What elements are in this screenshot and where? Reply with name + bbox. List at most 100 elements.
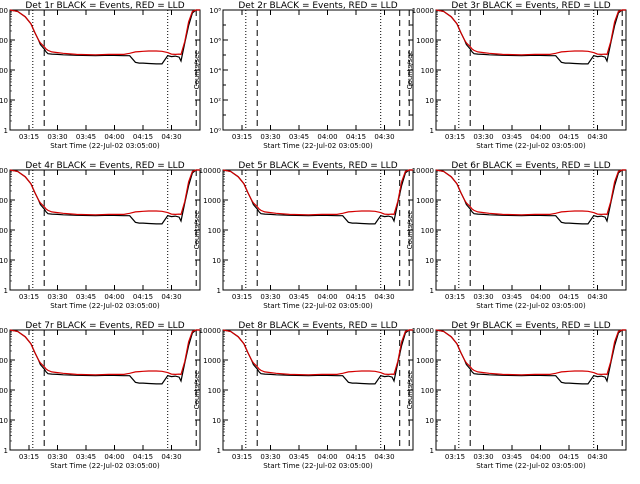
x-tick-label: 03:15	[445, 133, 465, 141]
y-tick-label: 100	[0, 67, 8, 75]
x-tick-label: 04:15	[346, 133, 366, 141]
plot-frame	[435, 169, 627, 291]
series-lld	[9, 329, 200, 376]
x-axis-label: Start Time (22-Jul-02 03:05:00)	[50, 302, 160, 310]
y-tick-label: 1	[430, 127, 434, 135]
y-tick-label: 1	[4, 287, 8, 295]
x-tick-label: 04:00	[104, 133, 124, 141]
x-tick-label: 04:15	[559, 133, 579, 141]
y-tick-label: 1000	[416, 37, 434, 45]
y-tick-label: 10000	[0, 7, 8, 15]
panel-title: Det 4r BLACK = Events, RED = LLD	[25, 161, 184, 171]
y-tick-label: 100	[421, 67, 434, 75]
x-tick-label: 03:30	[473, 293, 493, 301]
x-tick-label: 04:30	[161, 453, 181, 461]
y-tick-label: 1	[4, 127, 8, 135]
panel-title: Det 1r BLACK = Events, RED = LLD	[25, 1, 184, 11]
plot-frame	[222, 169, 414, 291]
plot-frame	[9, 9, 201, 131]
series-events	[222, 329, 413, 385]
x-axis-label: Start Time (22-Jul-02 03:05:00)	[263, 142, 373, 150]
y-tick-label: 100	[421, 387, 434, 395]
x-tick-label: 03:15	[445, 293, 465, 301]
y-tick-label: 1	[430, 287, 434, 295]
y-axis-label: Counts/sec	[406, 371, 414, 410]
panel-det-1: Det 1r BLACK = Events, RED = LLD 1 10 100 10…	[0, 1, 201, 150]
y-tick-label: 10⁸	[209, 7, 221, 15]
panel-title: Det 8r BLACK = Events, RED = LLD	[238, 321, 397, 331]
x-tick-label: 04:00	[317, 293, 337, 301]
y-tick-label: 1	[430, 447, 434, 455]
plot-frame	[435, 9, 627, 131]
panel-det-4: Det 4r BLACK = Events, RED = LLD 1 10 100 10…	[0, 161, 201, 310]
series-lld	[9, 9, 200, 56]
plot-frame	[435, 329, 627, 451]
x-tick-label: 04:15	[133, 133, 153, 141]
x-tick-label: 03:15	[19, 453, 39, 461]
x-tick-label: 04:15	[559, 293, 579, 301]
y-tick-label: 100	[208, 387, 221, 395]
panel-det-5: Det 5r BLACK = Events, RED = LLD 1 10 100 10…	[193, 161, 414, 310]
x-tick-label: 04:00	[317, 133, 337, 141]
x-axis-label: Start Time (22-Jul-02 03:05:00)	[263, 302, 373, 310]
y-tick-label: 1	[217, 287, 221, 295]
y-axis-label: Counts/sec	[193, 211, 201, 250]
y-tick-label: 10	[212, 257, 221, 265]
series-events	[435, 329, 626, 385]
y-tick-label: 10000	[412, 7, 434, 15]
x-tick-label: 03:45	[76, 293, 96, 301]
y-axis-label: Counts/sec	[193, 371, 201, 410]
series-lld	[435, 9, 626, 56]
y-tick-label: 10000	[199, 167, 221, 175]
y-tick-label: 100	[0, 227, 8, 235]
x-tick-label: 04:30	[587, 293, 607, 301]
panel-title: Det 7r BLACK = Events, RED = LLD	[25, 321, 184, 331]
panel-title: Det 3r BLACK = Events, RED = LLD	[451, 1, 610, 11]
x-axis-label: Start Time (22-Jul-02 03:05:00)	[476, 142, 586, 150]
x-tick-label: 04:15	[346, 293, 366, 301]
x-tick-label: 03:30	[47, 133, 67, 141]
x-tick-label: 03:15	[445, 453, 465, 461]
x-tick-label: 04:30	[374, 133, 394, 141]
x-tick-label: 03:15	[19, 133, 39, 141]
y-tick-label: 1000	[416, 197, 434, 205]
y-tick-label: 10²	[209, 97, 221, 105]
series-events	[9, 9, 200, 65]
x-tick-label: 03:45	[502, 133, 522, 141]
y-tick-label: 10000	[412, 167, 434, 175]
plot-frame	[9, 169, 201, 291]
x-tick-label: 03:45	[76, 133, 96, 141]
y-tick-label: 1	[4, 447, 8, 455]
x-tick-label: 03:30	[47, 293, 67, 301]
y-axis-label: Counts/sec	[406, 51, 414, 90]
x-tick-label: 04:00	[530, 293, 550, 301]
x-tick-label: 04:30	[374, 293, 394, 301]
x-tick-label: 03:15	[232, 293, 252, 301]
y-tick-label: 1000	[203, 357, 221, 365]
x-axis-label: Start Time (22-Jul-02 03:05:00)	[476, 462, 586, 470]
x-tick-label: 04:15	[346, 453, 366, 461]
x-tick-label: 04:30	[587, 133, 607, 141]
y-tick-label: 100	[421, 227, 434, 235]
series-lld	[435, 329, 626, 376]
y-tick-label: 10⁰	[209, 127, 221, 135]
panel-title: Det 9r BLACK = Events, RED = LLD	[451, 321, 610, 331]
x-tick-label: 03:30	[473, 133, 493, 141]
x-tick-label: 03:30	[260, 133, 280, 141]
plot-frame	[9, 329, 201, 451]
x-tick-label: 03:45	[76, 453, 96, 461]
panel-title: Det 5r BLACK = Events, RED = LLD	[238, 161, 397, 171]
y-tick-label: 100	[208, 227, 221, 235]
y-tick-label: 10000	[199, 327, 221, 335]
x-tick-label: 04:00	[104, 453, 124, 461]
y-tick-label: 10⁴	[209, 67, 221, 75]
y-tick-label: 1000	[0, 357, 8, 365]
x-axis-label: Start Time (22-Jul-02 03:05:00)	[476, 302, 586, 310]
y-axis-label: Counts/sec	[193, 51, 201, 90]
series-lld	[435, 169, 626, 216]
y-tick-label: 10	[425, 257, 434, 265]
series-lld	[222, 169, 413, 216]
x-axis-label: Start Time (22-Jul-02 03:05:00)	[50, 142, 160, 150]
